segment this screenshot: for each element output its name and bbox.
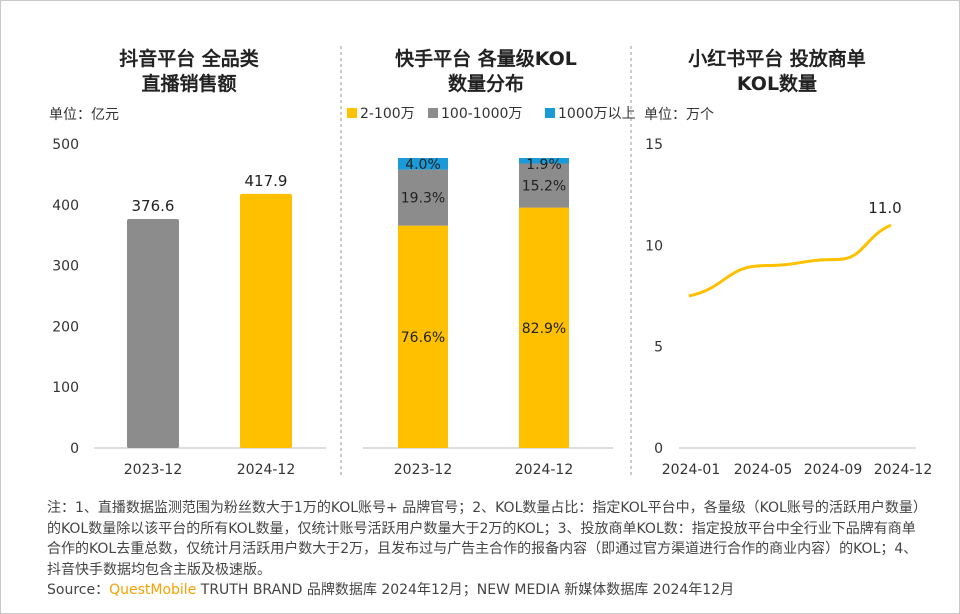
unit-label: 单位：亿元 (49, 107, 119, 123)
data-label: 4.0% (405, 157, 441, 173)
chart-title: 直播销售额 (141, 72, 236, 95)
y-tick-label: 5 (654, 340, 663, 356)
legend-label: 2-100万 (360, 106, 415, 122)
y-tick-label: 10 (645, 238, 663, 254)
x-tick-label: 2024-12 (874, 462, 933, 478)
bar-segment (398, 169, 448, 226)
chart-title: 快手平台 各量级KOL (395, 47, 577, 70)
x-tick-label: 2024-12 (237, 462, 296, 478)
chart-title: 数量分布 (448, 72, 524, 95)
chart-title: KOL数量 (737, 72, 817, 95)
data-label: 376.6 (132, 197, 175, 215)
y-tick-label: 400 (52, 198, 79, 214)
legend-swatch (347, 108, 357, 118)
x-tick-label: 2024-09 (804, 462, 863, 478)
source-line: Source：QuestMobile TRUTH BRAND 品牌数据库 202… (47, 580, 927, 601)
data-label: 82.9% (522, 321, 566, 337)
chart-title: 小红书平台 投放商单 (688, 47, 866, 70)
charts-area: 抖音平台 全品类直播销售额单位：亿元0100200300400500376.62… (49, 46, 933, 478)
bar-segment (398, 225, 448, 448)
bar-segment (398, 158, 448, 170)
x-tick-label: 2023-12 (124, 462, 183, 478)
data-label: 11.0 (868, 199, 901, 217)
source-brand: QuestMobile (109, 582, 197, 598)
data-label: 15.2% (522, 179, 566, 195)
data-label: 417.9 (245, 172, 288, 190)
bar (127, 219, 179, 448)
y-tick-label: 300 (52, 259, 79, 275)
y-tick-label: 100 (52, 380, 79, 396)
x-tick-label: 2024-01 (662, 462, 721, 478)
legend-label: 100-1000万 (441, 106, 522, 122)
notes-text: 注：1、直播数据监测范围为粉丝数大于1万的KOL账号+ 品牌官号；2、KOL数量… (47, 500, 927, 578)
y-tick-label: 15 (645, 137, 663, 153)
y-tick-label: 200 (52, 319, 79, 335)
legend-label: 1000万以上 (558, 106, 636, 122)
data-label: 76.6% (401, 330, 445, 346)
data-label: 19.3% (401, 191, 445, 207)
source-rest: TRUTH BRAND 品牌数据库 2024年12月；NEW MEDIA 新媒体… (196, 582, 735, 598)
source-prefix: Source： (47, 582, 110, 598)
bar (240, 193, 292, 448)
series-line (688, 223, 892, 298)
chart-title: 抖音平台 全品类 (119, 47, 259, 70)
data-label: 1.9% (526, 157, 562, 173)
bar-segment (519, 207, 569, 448)
bar-segment (519, 158, 569, 164)
x-tick-label: 2024-05 (734, 462, 793, 478)
legend-swatch (545, 108, 555, 118)
y-tick-label: 0 (70, 441, 79, 457)
x-tick-label: 2023-12 (394, 462, 453, 478)
footnotes: 注：1、直播数据监测范围为粉丝数大于1万的KOL账号+ 品牌官号；2、KOL数量… (47, 498, 927, 601)
y-tick-label: 0 (654, 441, 663, 457)
x-tick-label: 2024-12 (515, 462, 574, 478)
y-tick-label: 500 (52, 137, 79, 153)
legend-swatch (428, 108, 438, 118)
bar-segment (519, 163, 569, 208)
unit-label: 单位：万个 (644, 107, 714, 123)
